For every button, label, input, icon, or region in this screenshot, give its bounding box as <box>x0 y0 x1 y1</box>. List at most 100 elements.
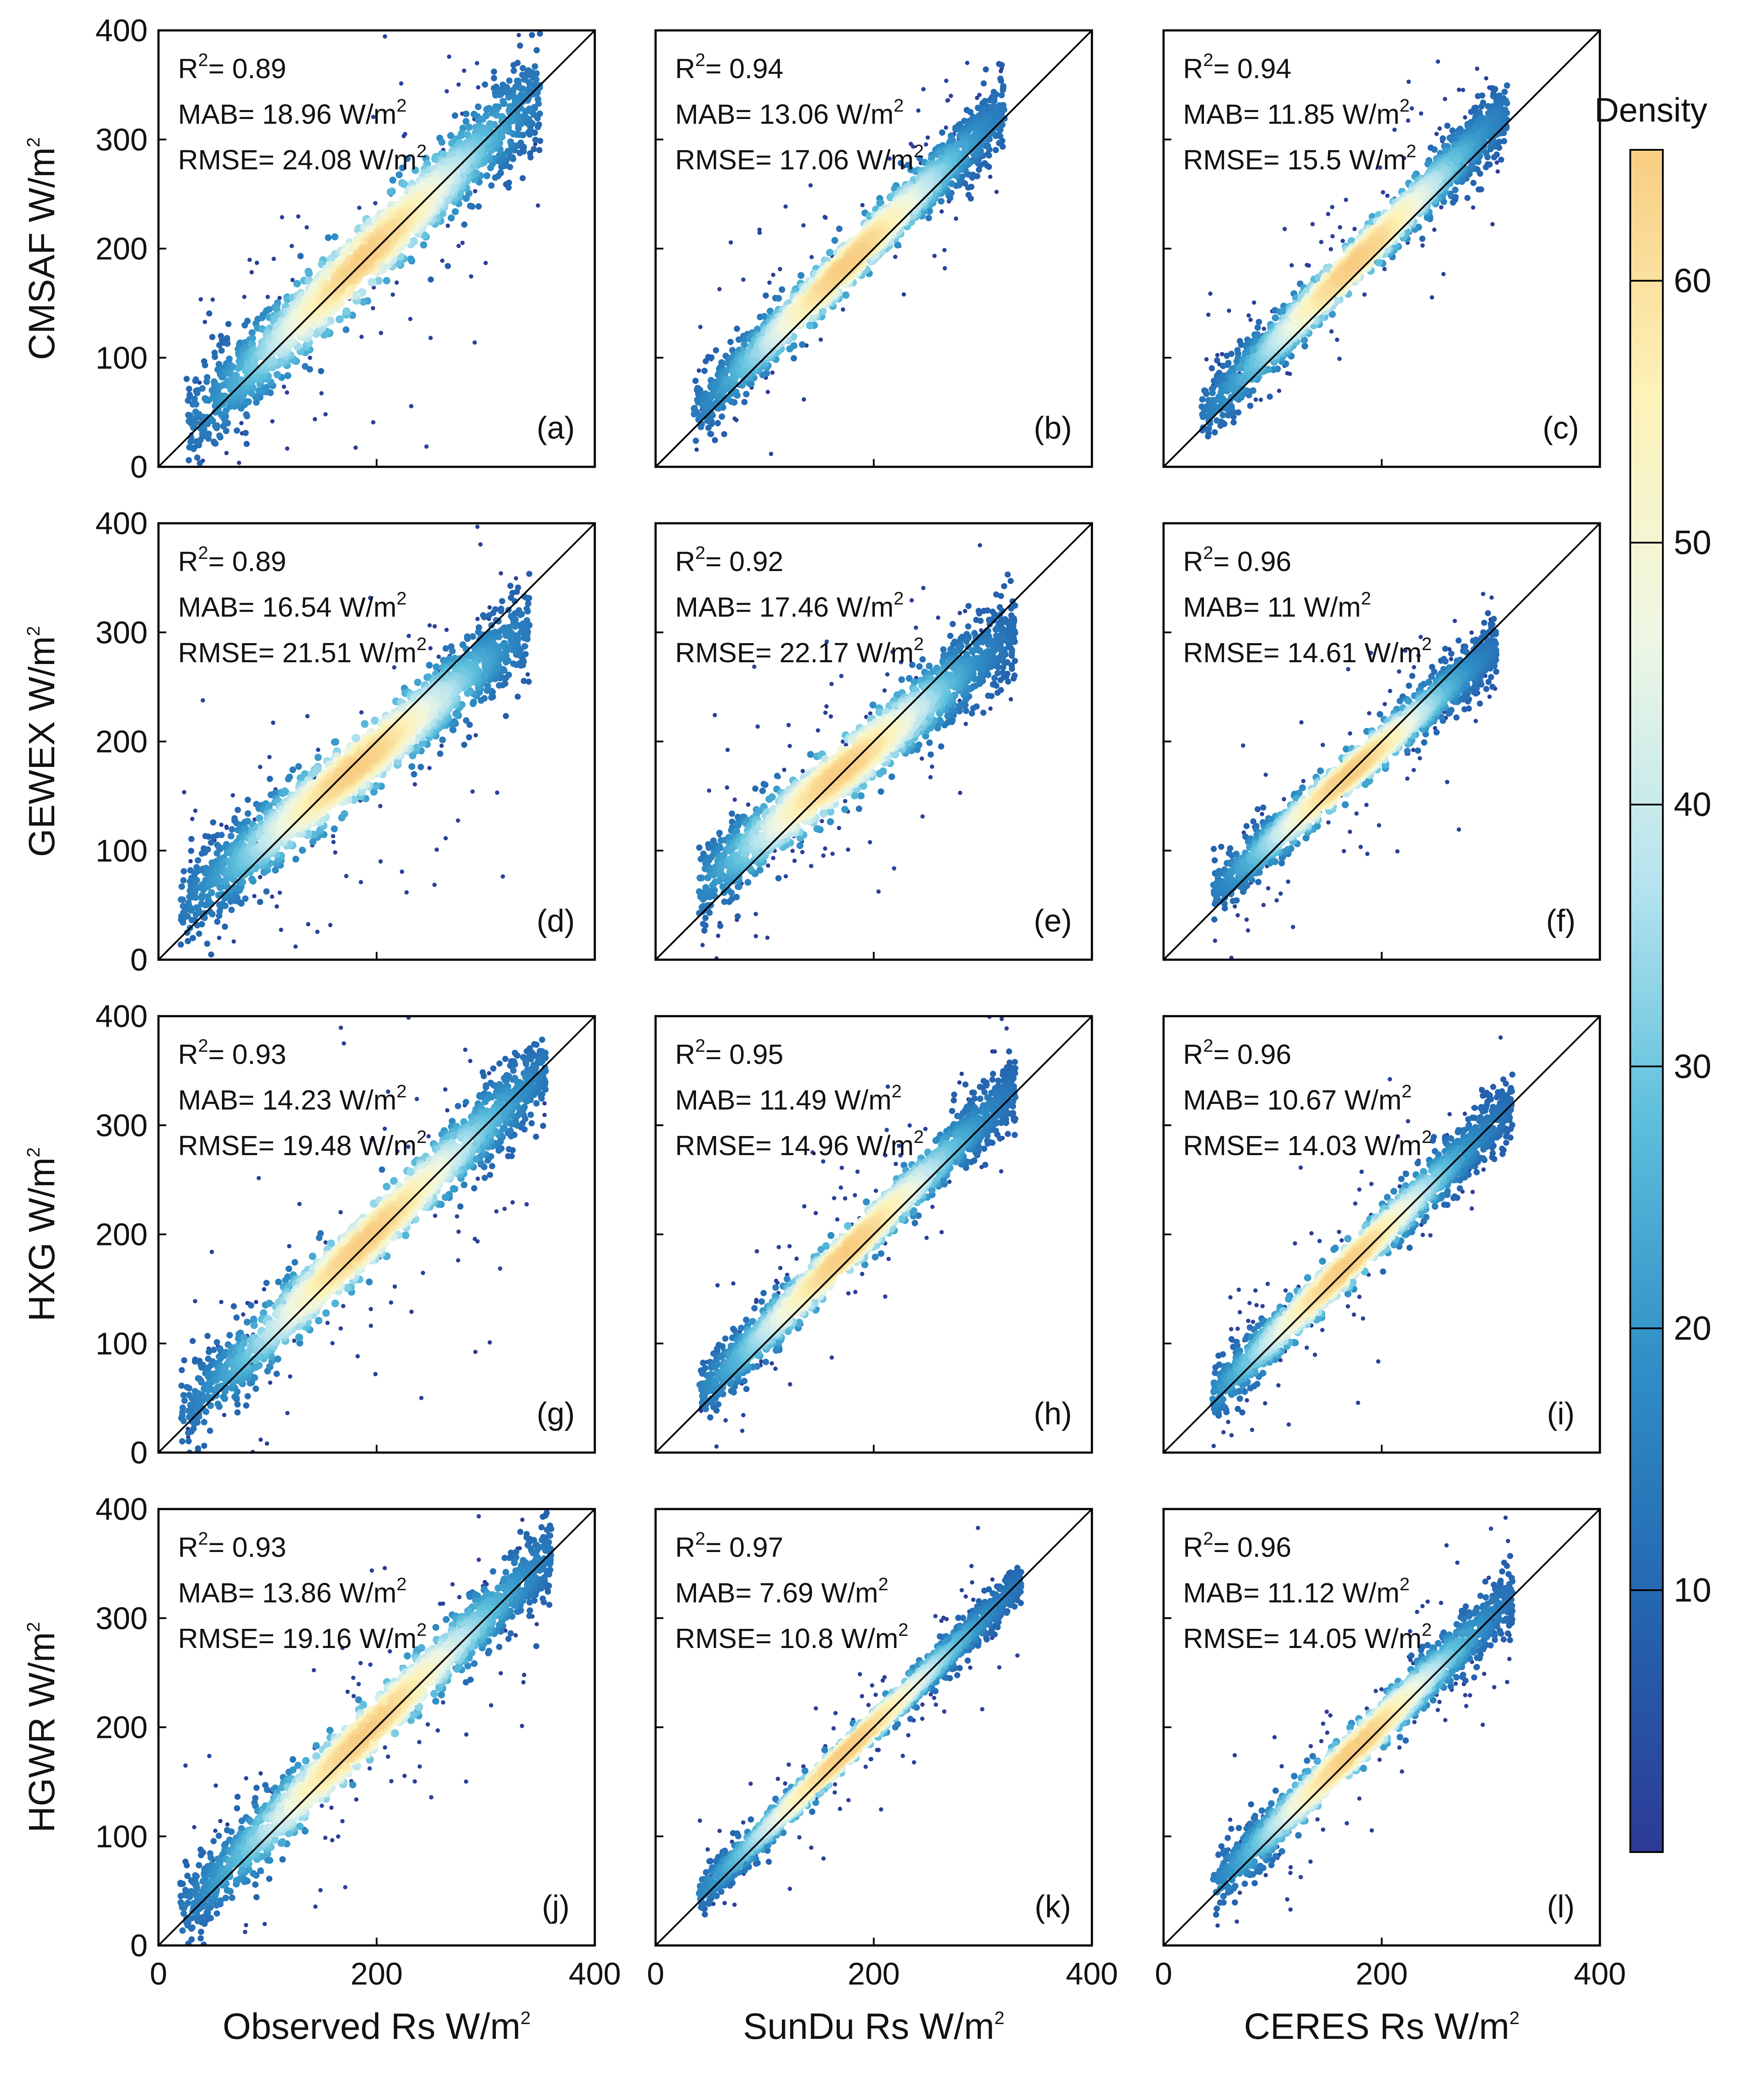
scatter-point <box>202 320 207 324</box>
scatter-point <box>537 30 543 37</box>
scatter-point <box>343 326 350 334</box>
scatter-point <box>282 384 286 389</box>
scatter-point <box>712 437 718 443</box>
scatter-point <box>461 221 468 228</box>
scatter-point <box>463 110 470 117</box>
scatter-point <box>254 964 258 968</box>
scatter-point <box>1277 389 1282 393</box>
scatter-point <box>961 144 969 152</box>
scatter-point <box>394 280 399 285</box>
scatter-point <box>484 145 492 153</box>
scatter-point <box>809 255 814 260</box>
scatter-point <box>203 378 210 385</box>
scatter-point <box>467 202 474 209</box>
scatter-point <box>696 368 701 373</box>
scatter-point <box>1215 353 1220 357</box>
scatter-point <box>1457 87 1461 92</box>
stat-mab: MAB= 11.85 W/m2 <box>1183 95 1410 130</box>
scatter-point <box>305 269 313 277</box>
scatter-point <box>439 743 444 748</box>
scatter-point <box>831 237 838 244</box>
stat-mab: MAB= 18.96 W/m2 <box>178 95 407 130</box>
scatter-point <box>498 163 505 171</box>
scatter-point <box>258 875 263 879</box>
scatter-point <box>1220 412 1227 419</box>
scatter-point <box>248 334 256 342</box>
scatter-point <box>519 65 526 72</box>
scatter-point <box>351 291 361 300</box>
scatter-point <box>328 923 333 928</box>
scatter-point <box>427 766 432 770</box>
scatter-point <box>412 782 417 787</box>
scatter-point <box>258 765 263 769</box>
scatter-point <box>444 627 449 632</box>
scatter-point <box>775 295 782 302</box>
scatter-point <box>1392 127 1397 132</box>
scatter-point <box>399 164 406 172</box>
scatter-point <box>894 241 901 249</box>
panel-label: (b) <box>1034 411 1072 446</box>
scatter-point <box>1468 109 1474 115</box>
scatter-point <box>243 411 250 418</box>
scatter-point <box>411 166 419 174</box>
scatter-point <box>735 336 742 343</box>
scatter-point <box>1305 263 1309 268</box>
scatter-point <box>483 261 488 265</box>
scatter-point <box>378 804 382 809</box>
scatter-point <box>378 859 383 864</box>
scatter-point <box>231 793 235 798</box>
scatter-point <box>1419 235 1426 242</box>
scatter-point <box>1475 186 1482 193</box>
scatter-point <box>916 155 923 162</box>
scatter-point <box>975 96 979 100</box>
scatter-point <box>519 175 526 182</box>
scatter-point <box>357 205 362 210</box>
scatter-point <box>1385 193 1390 198</box>
scatter-point <box>452 208 459 215</box>
scatter-point <box>434 178 444 188</box>
scatter-point <box>279 928 284 932</box>
scatter-point <box>721 431 728 437</box>
scatter-point <box>741 341 748 349</box>
scatter-point <box>1301 336 1308 344</box>
scatter-point <box>979 23 983 27</box>
scatter-point <box>1439 205 1444 210</box>
scatter-point <box>926 207 933 215</box>
scatter-point <box>1272 314 1279 322</box>
scatter-point <box>1220 352 1224 357</box>
scatter-point <box>428 336 433 340</box>
scatter-point <box>371 115 376 119</box>
scatter-point <box>367 277 376 287</box>
scatter-point <box>1381 190 1385 195</box>
stat-r2: R2= 0.94 <box>1183 50 1291 84</box>
scatter-point <box>462 68 466 73</box>
scatter-point <box>323 412 328 416</box>
stat-rmse: RMSE= 15.5 W/m2 <box>1183 141 1416 175</box>
scatter-point <box>469 274 474 279</box>
scatter-point <box>186 386 192 392</box>
scatter-point <box>1501 138 1507 145</box>
scatter-point <box>201 698 205 703</box>
scatter-point <box>799 341 806 348</box>
scatter-point <box>991 98 998 105</box>
scatter-point <box>1478 103 1485 110</box>
scatter-point <box>897 160 904 166</box>
scatter-point <box>944 79 949 83</box>
scatter-point <box>1471 205 1476 210</box>
scatter-point <box>525 129 532 136</box>
scatter-point <box>191 396 198 403</box>
scatter-point <box>1208 291 1213 296</box>
scatter-point <box>498 571 503 576</box>
scatter-point <box>408 317 412 321</box>
scatter-point <box>1235 409 1242 416</box>
scatter-point <box>216 342 223 349</box>
scatter-point <box>462 118 470 125</box>
scatter-point <box>939 129 946 136</box>
scatter-point <box>258 314 266 321</box>
scatter-point <box>514 576 518 581</box>
scatter-point <box>783 204 788 209</box>
scatter-point <box>271 720 276 725</box>
